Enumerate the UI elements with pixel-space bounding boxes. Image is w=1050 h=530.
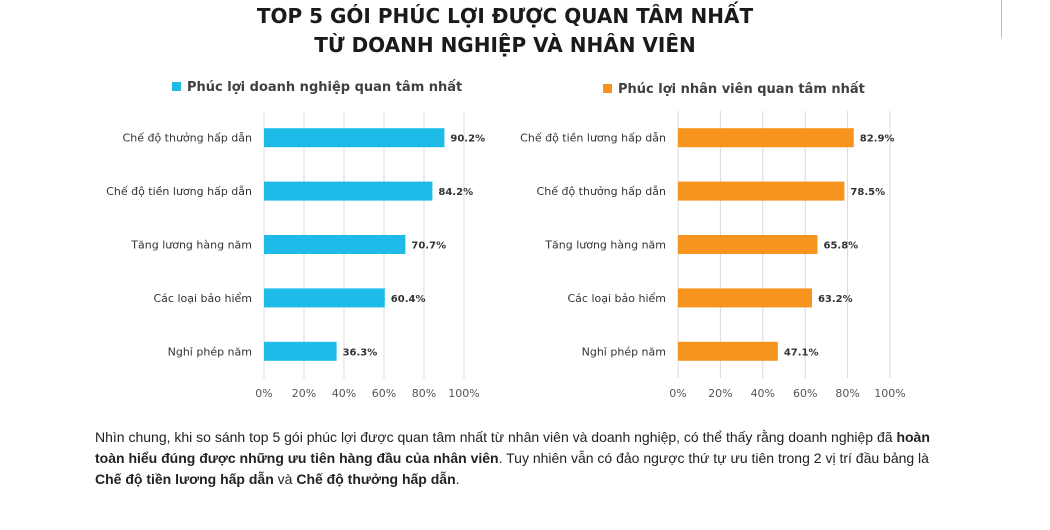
summary-bold-2: Chế độ tiền lương hấp dẫn bbox=[95, 471, 274, 487]
x-tick-label: 80% bbox=[835, 387, 859, 400]
category-label: Chế độ thưởng hấp dẫn bbox=[123, 132, 252, 145]
x-tick-label: 20% bbox=[292, 387, 316, 400]
category-label: Các loại bảo hiểm bbox=[153, 292, 252, 305]
legend-swatch bbox=[172, 82, 181, 91]
summary-text-1: Nhìn chung, khi so sánh top 5 gói phúc l… bbox=[95, 429, 897, 445]
employer-benefits-chart: 0% 20% 40% 60% 80% 100% Chế độ thưởng hấp dẫn 9… bbox=[106, 80, 485, 400]
data-label: 65.8% bbox=[823, 241, 858, 252]
summary-bold-1: hoàn toàn hiểu đúng được những ưu tiên h… bbox=[95, 429, 930, 466]
bar bbox=[264, 341, 337, 361]
category-label: Các loại bảo hiểm bbox=[567, 292, 666, 305]
bar bbox=[678, 235, 818, 254]
summary-paragraph: Nhìn chung, khi so sánh top 5 gói phúc l… bbox=[95, 427, 935, 490]
category-label: Tăng lương hàng năm bbox=[544, 239, 666, 252]
bar bbox=[678, 128, 854, 148]
x-tick-label: 40% bbox=[751, 387, 775, 400]
data-label: 84.2% bbox=[438, 187, 473, 198]
x-tick-label: 0% bbox=[669, 387, 686, 400]
data-label: 36.3% bbox=[343, 347, 378, 358]
data-label: 63.2% bbox=[818, 294, 853, 305]
category-label: Nghỉ phép năm bbox=[582, 345, 666, 358]
data-label: 82.9% bbox=[860, 134, 895, 145]
category-label: Chế độ tiền lương hấp dẫn bbox=[106, 185, 252, 198]
category-label: Nghỉ phép năm bbox=[168, 345, 252, 358]
bar bbox=[264, 235, 406, 254]
category-label: Chế độ tiền lương hấp dẫn bbox=[520, 132, 666, 145]
divider bbox=[1001, 0, 1002, 38]
x-tick-label: 20% bbox=[708, 387, 732, 400]
data-label: 60.4% bbox=[391, 294, 426, 305]
bar bbox=[264, 181, 433, 201]
employee-benefits-chart: 0% 20% 40% 60% 80% 100% Chế độ tiền lương hấp … bbox=[520, 82, 906, 400]
legend-label: Phúc lợi nhân viên quan tâm nhất bbox=[618, 82, 865, 97]
bar bbox=[264, 128, 445, 148]
summary-text-3: và bbox=[273, 471, 297, 487]
x-tick-label: 0% bbox=[255, 387, 272, 400]
x-tick-label: 40% bbox=[332, 387, 356, 400]
x-tick-label: 100% bbox=[448, 387, 479, 400]
chart-title-line-1: TOP 5 GÓI PHÚC LỢI ĐƯỢC QUAN TÂM NHẤT bbox=[256, 4, 754, 28]
data-label: 70.7% bbox=[411, 241, 446, 252]
data-label: 90.2% bbox=[450, 134, 485, 145]
category-label: Chế độ thưởng hấp dẫn bbox=[537, 185, 666, 198]
legend-swatch bbox=[603, 84, 612, 93]
legend-label: Phúc lợi doanh nghiệp quan tâm nhất bbox=[187, 80, 462, 95]
bar bbox=[264, 288, 385, 308]
summary-text-4: . bbox=[455, 471, 460, 487]
bar bbox=[678, 181, 845, 201]
x-tick-label: 60% bbox=[372, 387, 396, 400]
chart-title-line-2: TỪ DOANH NGHIỆP VÀ NHÂN VIÊN bbox=[314, 33, 696, 57]
bar bbox=[678, 341, 778, 361]
data-label: 78.5% bbox=[850, 187, 885, 198]
summary-bold-3: Chế độ thưởng hấp dẫn bbox=[296, 471, 456, 487]
category-label: Tăng lương hàng năm bbox=[130, 239, 252, 252]
data-label: 47.1% bbox=[784, 347, 819, 358]
bar bbox=[678, 288, 812, 308]
summary-text-2: . Tuy nhiên vẫn có đảo ngược thứ tự ưu t… bbox=[498, 450, 929, 466]
x-tick-label: 60% bbox=[793, 387, 817, 400]
x-tick-label: 100% bbox=[874, 387, 905, 400]
x-tick-label: 80% bbox=[412, 387, 436, 400]
